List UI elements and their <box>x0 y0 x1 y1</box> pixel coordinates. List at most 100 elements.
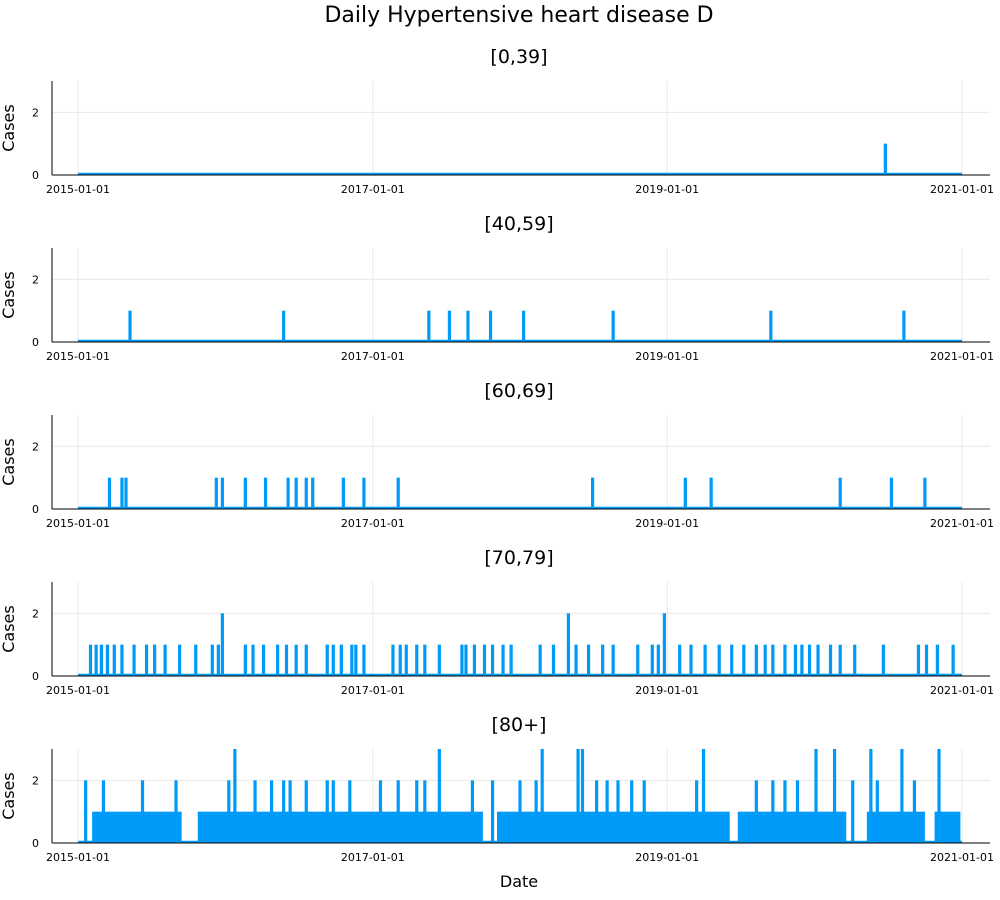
y-tick-label: 2 <box>32 440 39 453</box>
data-spike <box>889 477 894 509</box>
x-tick-label: 2021-01-01 <box>930 851 994 864</box>
data-spike <box>814 749 818 843</box>
x-tick-label: 2017-01-01 <box>341 517 405 530</box>
data-spike <box>105 644 110 676</box>
data-spike <box>210 644 214 676</box>
data-spike <box>656 644 660 676</box>
panel-3: [60,69] 0 2 2015-01-01 2017-01-01 2019-01-01 2… <box>0 380 994 530</box>
data-spike <box>472 644 477 676</box>
data-spike <box>683 477 687 509</box>
y-axis-label: Cases <box>0 104 18 152</box>
data-spike <box>924 644 929 676</box>
data-spike <box>590 477 595 509</box>
data-spike <box>488 310 493 342</box>
data-spike <box>214 477 218 509</box>
data-spike <box>348 780 352 843</box>
x-tick-label: 2017-01-01 <box>341 851 405 864</box>
data-spike <box>294 477 298 509</box>
data-spike <box>769 310 773 342</box>
data-spike <box>689 644 693 676</box>
x-tick-label: 2021-01-01 <box>930 183 994 196</box>
data-spike <box>900 749 904 843</box>
data-spike <box>341 477 345 509</box>
data-spike <box>642 780 646 843</box>
data-spike <box>853 644 857 676</box>
data-spike <box>923 477 927 509</box>
x-tick-label: 2021-01-01 <box>930 517 994 530</box>
data-spike <box>391 644 395 676</box>
x-tick-label: 2015-01-01 <box>46 183 110 196</box>
dense-cases-band <box>92 811 182 843</box>
data-spike <box>140 780 145 843</box>
dense-cases-band <box>866 811 925 843</box>
data-spike <box>807 644 812 676</box>
x-tick-label: 2019-01-01 <box>635 684 699 697</box>
data-spike <box>935 644 939 676</box>
data-spike <box>490 644 495 676</box>
dense-cases-band <box>197 811 483 843</box>
y-axis-label: Cases <box>0 271 18 319</box>
data-spike <box>881 644 885 676</box>
data-spike <box>540 749 544 843</box>
data-spike <box>178 644 182 676</box>
data-spike <box>703 644 707 676</box>
y-axis-label: Cases <box>0 605 18 653</box>
x-tick-label: 2019-01-01 <box>635 350 699 363</box>
data-spike <box>128 310 132 342</box>
y-tick-label: 0 <box>32 336 39 349</box>
y-tick-label: 2 <box>32 774 39 787</box>
data-spike <box>120 644 124 676</box>
y-tick-label: 0 <box>32 837 39 850</box>
data-spike <box>331 644 335 676</box>
data-spike <box>717 644 721 676</box>
data-spike <box>678 644 682 676</box>
y-axis-label: Cases <box>0 438 18 486</box>
data-spike <box>282 780 286 843</box>
x-tick-label: 2015-01-01 <box>46 350 110 363</box>
y-tick-label: 2 <box>32 106 39 119</box>
data-spike <box>286 477 290 509</box>
data-spike <box>282 310 286 342</box>
data-spike <box>490 780 495 843</box>
data-spike <box>566 613 570 676</box>
data-spike <box>763 644 767 676</box>
panel-title: [0,39] <box>490 46 547 68</box>
data-spike <box>220 613 224 676</box>
data-spike <box>304 780 308 843</box>
x-axis-label: Date <box>500 872 538 891</box>
data-spike <box>730 644 734 676</box>
data-spike <box>261 644 266 676</box>
data-spike <box>243 477 247 509</box>
data-spike <box>362 477 366 509</box>
data-spike <box>742 644 746 676</box>
data-spike <box>311 477 315 509</box>
data-spike <box>783 644 787 676</box>
data-spike <box>269 780 274 843</box>
panel-5: [80+] 0 2 2015-01-01 2017-01-01 2019-01-01 202… <box>0 714 994 864</box>
y-tick-label: 2 <box>32 607 39 620</box>
data-spike <box>832 749 837 843</box>
data-spike <box>650 644 654 676</box>
data-spike <box>869 749 873 843</box>
data-spike <box>107 477 112 509</box>
y-axis-label: Cases <box>0 772 18 820</box>
panel-4: [70,79] 0 2 2015-01-01 2017-01-01 2019-01-01 2… <box>0 547 994 697</box>
data-spike <box>339 644 343 676</box>
data-spike <box>253 780 257 843</box>
data-spike <box>636 644 640 676</box>
data-spike <box>470 780 475 843</box>
data-spike <box>701 749 706 843</box>
data-spike <box>601 644 605 676</box>
x-tick-label: 2017-01-01 <box>341 183 405 196</box>
data-spike <box>771 644 775 676</box>
data-spike <box>586 644 591 676</box>
data-spike <box>754 780 758 843</box>
panel-1: [0,39] 0 2 2015-01-01 2017-01-01 2019-01-01 20… <box>0 46 994 196</box>
data-spike <box>771 780 775 843</box>
data-spike <box>437 749 441 843</box>
data-spike <box>695 780 699 843</box>
data-spike <box>362 644 366 676</box>
data-spike <box>482 644 487 676</box>
data-spike <box>288 780 292 843</box>
data-spike <box>304 477 308 509</box>
